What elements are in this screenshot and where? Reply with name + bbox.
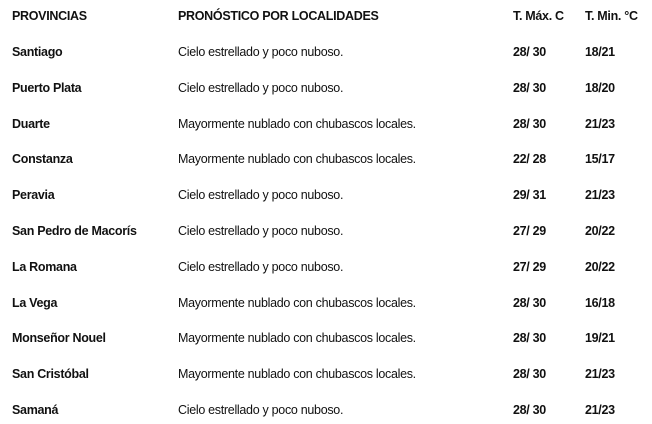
temp-max: 28/ 30 — [513, 331, 546, 346]
header-provincias: PROVINCIAS — [12, 9, 87, 23]
temp-max: 27/ 29 — [513, 224, 546, 238]
forecast-text: Mayormente nublado con chubascos locales… — [178, 152, 416, 167]
header-temp-max: T. Máx. C — [513, 9, 564, 23]
province-name: La Vega — [12, 295, 58, 310]
province-name: Samaná — [12, 403, 59, 417]
province-name: La Romana — [12, 259, 77, 274]
province-name: Santiago — [12, 45, 63, 59]
temp-min: 21/23 — [585, 188, 615, 203]
forecast-text: Cielo estrellado y poco nuboso. — [178, 45, 344, 59]
temp-max: 28/ 30 — [513, 403, 546, 417]
temp-min: 21/23 — [585, 403, 615, 417]
temp-max: 22/ 28 — [513, 152, 546, 167]
province-name: San Pedro de Macorís — [12, 224, 137, 238]
temp-min: 19/21 — [585, 331, 615, 346]
temp-max: 29/ 31 — [513, 188, 546, 203]
table-row: Samaná Cielo estrellado y poco nuboso. 28/… — [0, 400, 652, 420]
temp-min: 15/17 — [585, 152, 615, 167]
province-name: San Cristóbal — [12, 367, 89, 382]
table-row: San Pedro de Macorís Cielo estrellado y p… — [0, 221, 652, 241]
temp-min: 16/18 — [585, 295, 615, 310]
table-row: Santiago Cielo estrellado y poco nuboso. 2… — [0, 42, 652, 62]
temp-max: 28/ 30 — [513, 295, 546, 310]
header-pronostico: PRONÓSTICO POR LOCALIDADES — [178, 9, 379, 23]
table-row: Peravia Cielo estrellado y poco nuboso. 29… — [0, 185, 652, 205]
temp-min: 18/21 — [585, 45, 615, 59]
forecast-text: Mayormente nublado con chubascos locales… — [178, 295, 416, 310]
forecast-text: Cielo estrellado y poco nuboso. — [178, 224, 344, 238]
temp-max: 28/ 30 — [513, 80, 546, 95]
temp-min: 21/23 — [585, 116, 615, 131]
forecast-text: Cielo estrellado y poco nuboso. — [178, 403, 344, 417]
temp-max: 27/ 29 — [513, 259, 546, 274]
province-name: Puerto Plata — [12, 80, 82, 95]
table-row: Constanza Mayormente nublado con chubasco… — [0, 149, 652, 169]
forecast-text: Cielo estrellado y poco nuboso. — [178, 80, 344, 95]
temp-min: 20/22 — [585, 224, 615, 238]
temp-min: 21/23 — [585, 367, 615, 382]
temp-max: 28/ 30 — [513, 116, 546, 131]
forecast-text: Cielo estrellado y poco nuboso. — [178, 259, 344, 274]
temp-max: 28/ 30 — [513, 45, 546, 59]
table-row: La Romana Cielo estrellado y poco nuboso.… — [0, 257, 652, 277]
table-row: Duarte Mayormente nublado con chubascos l… — [0, 114, 652, 134]
table-row: Puerto Plata Cielo estrellado y poco nubo… — [0, 78, 652, 98]
province-name: Monseñor Nouel — [12, 331, 106, 346]
province-name: Peravia — [12, 188, 55, 203]
table-header: PROVINCIAS PRONÓSTICO POR LOCALIDADES T.… — [0, 6, 652, 26]
table-row: La Vega Mayormente nublado con chubascos … — [0, 293, 652, 313]
temp-min: 20/22 — [585, 259, 615, 274]
forecast-text: Mayormente nublado con chubascos locales… — [178, 331, 416, 346]
temp-max: 28/ 30 — [513, 367, 546, 382]
forecast-text: Mayormente nublado con chubascos locales… — [178, 116, 416, 131]
province-name: Duarte — [12, 116, 50, 131]
province-name: Constanza — [12, 152, 73, 167]
table-row: Monseñor Nouel Mayormente nublado con chu… — [0, 328, 652, 348]
forecast-text: Cielo estrellado y poco nuboso. — [178, 188, 344, 203]
temp-min: 18/20 — [585, 80, 615, 95]
forecast-text: Mayormente nublado con chubascos locales… — [178, 367, 416, 382]
table-row: San Cristóbal Mayormente nublado con chub… — [0, 364, 652, 384]
header-temp-min: T. Min. °C — [585, 9, 638, 23]
